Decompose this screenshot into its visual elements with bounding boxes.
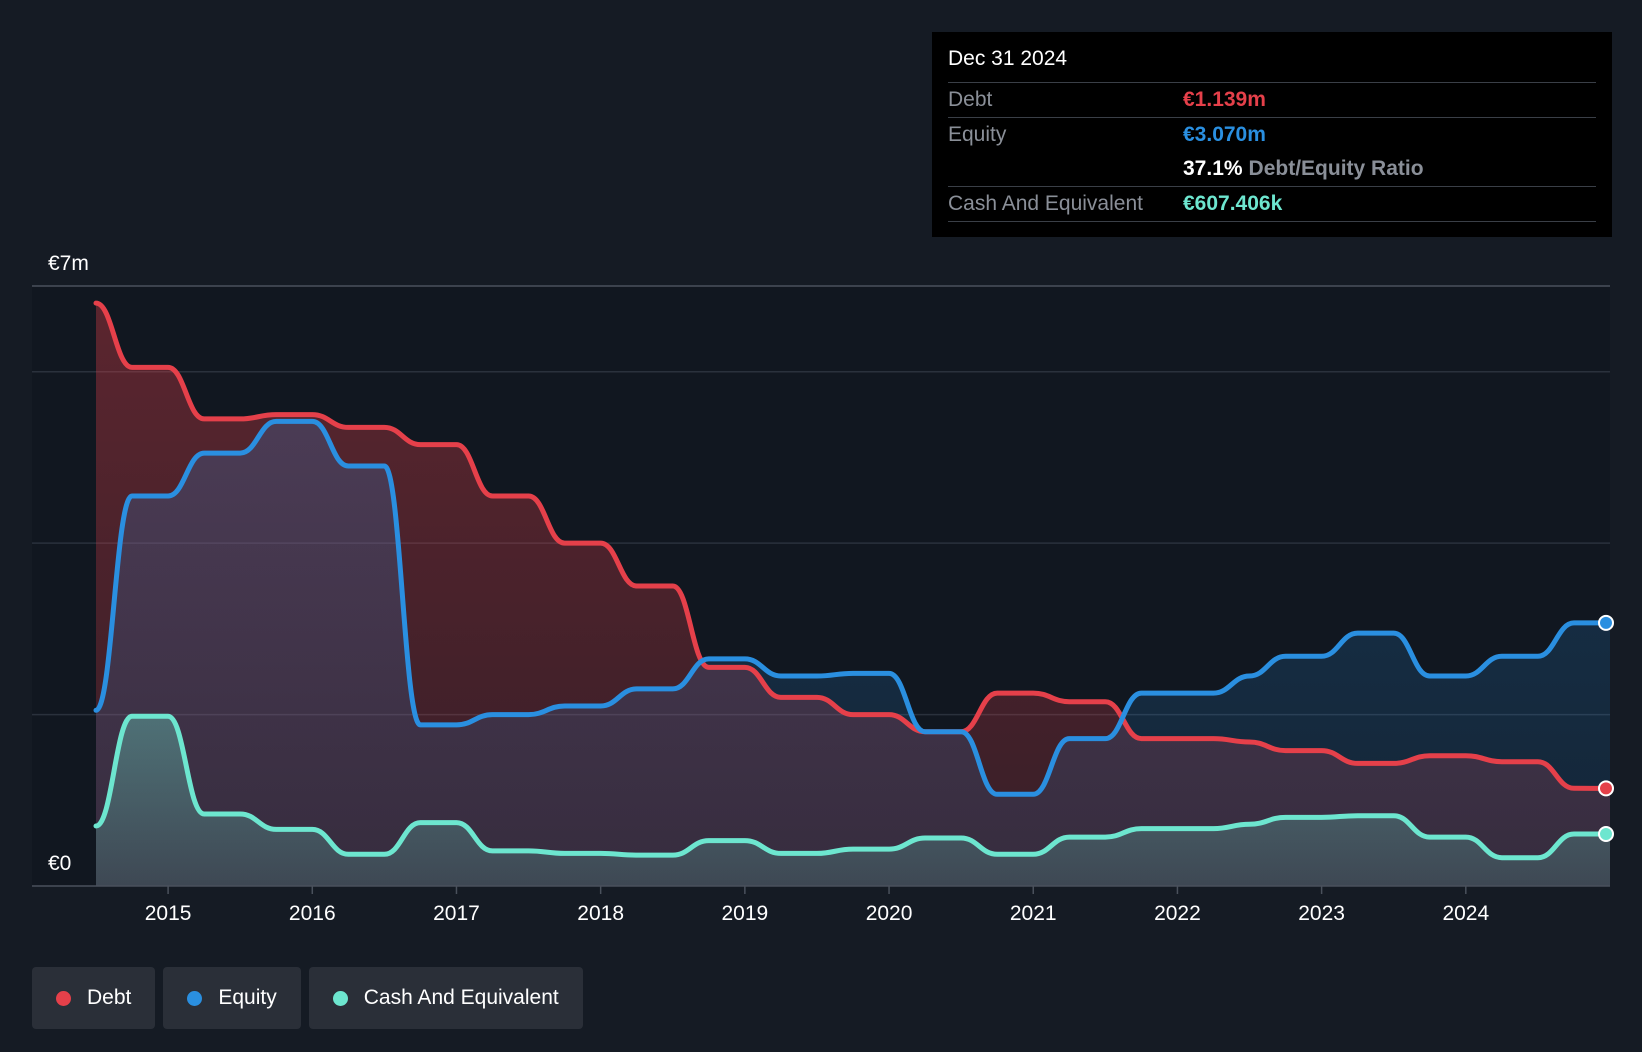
legend-item-debt[interactable]: Debt <box>32 967 156 1029</box>
x-tick-label: 2020 <box>866 902 913 925</box>
x-tick-label: 2016 <box>289 902 336 925</box>
tooltip-divider <box>948 221 1596 222</box>
legend-item-cash[interactable]: Cash And Equivalent <box>308 967 583 1029</box>
x-tick-label: 2024 <box>1442 902 1489 925</box>
line-debt <box>93 300 1613 791</box>
legend-label-cash: Cash And Equivalent <box>363 986 559 1009</box>
tooltip-equity-label: Equity <box>948 123 1007 146</box>
tooltip-ratio-row: 37.1% Debt/Equity Ratio <box>948 152 1596 186</box>
tooltip-date: Dec 31 2024 <box>948 47 1068 70</box>
tooltip-cash-row: Cash And Equivalent €607.406k <box>948 186 1596 221</box>
legend-dot-cash <box>332 990 348 1006</box>
legend-item-equity[interactable]: Equity <box>163 967 301 1029</box>
line-equity <box>93 418 1613 797</box>
endpoint-cash <box>1598 825 1614 842</box>
tooltip-debt-label: Debt <box>948 88 993 111</box>
axes: 2015 2016 2017 2018 2019 2020 2021 2022 2023 2024… <box>32 252 1610 925</box>
tooltip-cash-value: €607.406k <box>1183 192 1283 215</box>
endpoint-debt <box>1598 780 1614 797</box>
tooltip-equity-value: €3.070m <box>1183 123 1266 146</box>
x-tick-label: 2022 <box>1154 902 1201 925</box>
legend-dot-debt <box>56 990 71 1006</box>
tooltip-equity-row: Equity €3.070m <box>948 117 1596 152</box>
x-tick-label: 2018 <box>577 902 624 925</box>
tooltip-debt-value: €1.139m <box>1183 88 1266 111</box>
legend-dot-equity <box>187 990 203 1006</box>
area-equity <box>96 421 1610 886</box>
x-tick-label: 2017 <box>433 902 480 925</box>
x-tick-label: 2021 <box>1010 902 1057 925</box>
line-cash <box>93 713 1613 861</box>
series-lines <box>93 300 1613 861</box>
area-cash <box>96 716 1610 886</box>
series-areas <box>96 303 1610 887</box>
x-tick-label: 2023 <box>1298 902 1345 925</box>
tooltip-cash-label: Cash And Equivalent <box>948 192 1143 215</box>
chart-legend: Debt Equity Cash And Equivalent <box>32 967 583 1029</box>
legend-label-equity: Equity <box>218 986 277 1009</box>
x-tick-label: 2015 <box>145 902 192 925</box>
endpoint-equity <box>1598 614 1614 631</box>
y-axis-label-min: €0 <box>48 852 71 875</box>
x-tick-label: 2019 <box>721 902 768 925</box>
tooltip-ratio-label: Debt/Equity Ratio <box>1248 157 1424 180</box>
series-end-markers <box>1598 614 1614 842</box>
data-tooltip: Dec 31 2024 Debt €1.139m Equity €3.070m … <box>932 32 1612 237</box>
tooltip-debt-row: Debt €1.139m <box>948 82 1596 117</box>
y-axis-label-max: €7m <box>48 252 89 275</box>
legend-label-debt: Debt <box>87 986 132 1009</box>
tooltip-ratio-value: 37.1% <box>1183 157 1243 180</box>
